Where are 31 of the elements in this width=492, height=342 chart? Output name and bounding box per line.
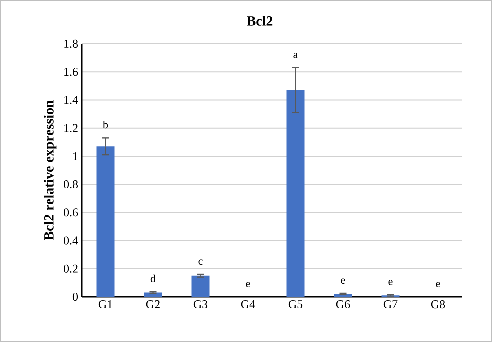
- y-tick-label: 1.8: [64, 40, 78, 48]
- annotation: e: [436, 282, 440, 288]
- bar: [96, 146, 115, 297]
- y-axis-title: Bcl2 relative expression: [44, 100, 57, 241]
- bar: [286, 90, 305, 297]
- x-tick-label: G3: [194, 300, 208, 309]
- y-tick-label: 0.2: [64, 264, 78, 273]
- y-tick-label: 0: [72, 292, 78, 302]
- y-tick-label: 0.8: [64, 180, 78, 189]
- y-tick-label: 1.4: [64, 96, 78, 104]
- x-tick-label: G5: [288, 300, 303, 309]
- y-tick-label: 1: [74, 152, 78, 160]
- annotation: b: [103, 120, 108, 129]
- annotation: e: [388, 280, 393, 286]
- x-tick-label: G1: [98, 300, 112, 309]
- x-tick-label: G2: [146, 300, 160, 309]
- annotation: e: [341, 278, 346, 284]
- annotation: e: [246, 282, 250, 288]
- annotation: c: [198, 260, 203, 265]
- x-tick-label: G7: [384, 300, 398, 309]
- chart-title: Bcl2: [247, 16, 273, 26]
- annotation: d: [150, 274, 156, 283]
- y-tick-label: 0.6: [64, 208, 78, 217]
- bar: [192, 276, 210, 297]
- y-tick-label: 1.2: [64, 124, 78, 132]
- x-tick-label: G4: [241, 300, 256, 309]
- annotation: a: [294, 53, 298, 58]
- x-tick-label: G8: [431, 300, 446, 309]
- y-tick-label: 0.4: [64, 236, 78, 245]
- y-tick-label: 1.6: [64, 68, 78, 76]
- x-tick-label: G6: [336, 300, 350, 309]
